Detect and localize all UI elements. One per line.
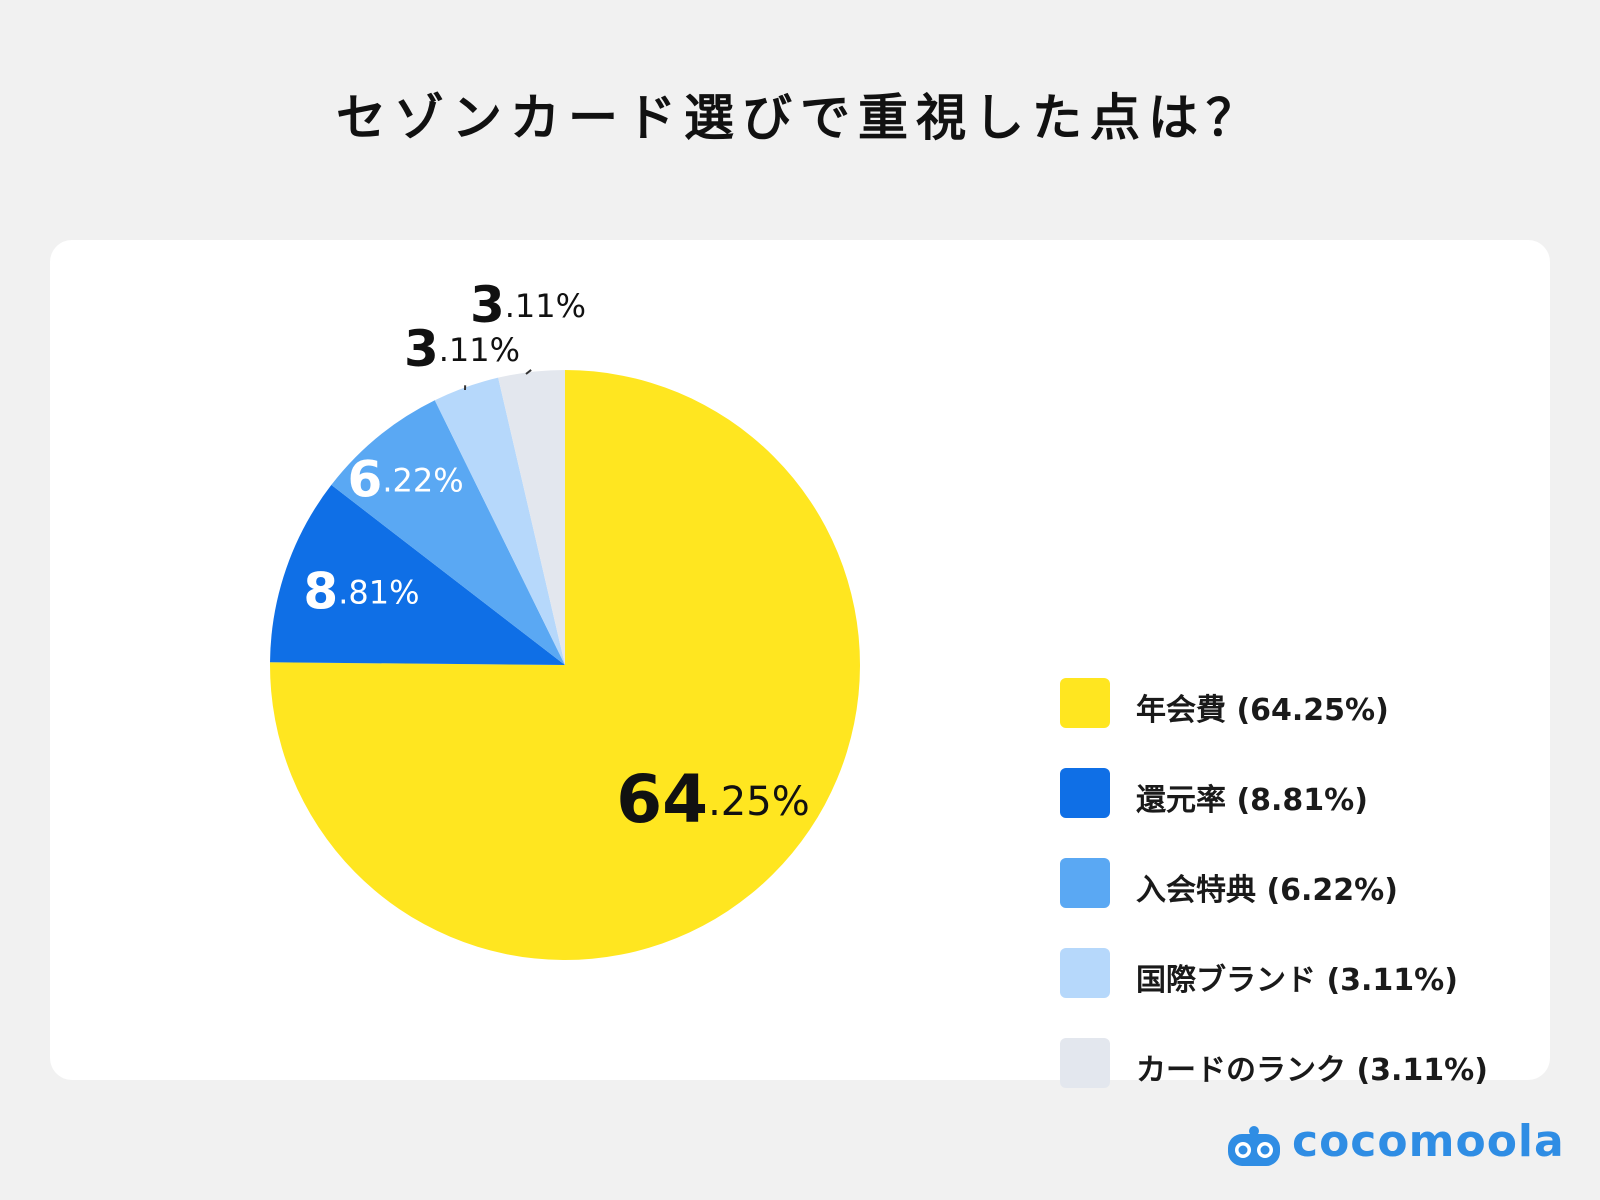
- chart-card: 64.25% 8.81% 6.22% 3.11% 3.11% 年会費 (64.25%) …: [50, 240, 1550, 1088]
- chart-title: セゾンカード選びで重視した点は？: [336, 89, 1264, 147]
- pie-chart: 64.25% 8.81% 6.22% 3.11%3.11%: [270, 276, 860, 961]
- leader-line: [525, 369, 532, 375]
- pie-slice-intl-brand: [434, 377, 565, 665]
- legend-swatch: [1060, 858, 1110, 908]
- legend-label: カードのランク (3.11%): [1136, 1053, 1488, 1088]
- data-label-card-rank: 3.11%: [470, 276, 586, 334]
- data-label-reward-rate: 8.81%: [303, 562, 419, 620]
- legend-label: 年会費 (64.25%): [1136, 693, 1389, 728]
- brand-logo: cocomoola: [1226, 1116, 1564, 1174]
- legend-swatch: [1060, 1038, 1110, 1088]
- data-label-signup-bonus: 6.22%: [348, 450, 464, 508]
- brand-name: cocomoola: [1292, 1116, 1565, 1167]
- data-label-intl-brand: 3.11%: [404, 320, 520, 378]
- pie-slice-signup-bonus: [331, 400, 565, 665]
- data-label-annual-fee: 64.25%: [616, 761, 809, 838]
- logo-icon: [1228, 1126, 1280, 1166]
- legend-swatch: [1060, 768, 1110, 818]
- legend-label: 入会特典 (6.22%): [1136, 873, 1398, 908]
- legend-label: 国際ブランド (3.11%): [1136, 963, 1458, 998]
- pie-slice-reward-rate: [270, 484, 565, 665]
- pie-slice-card-rank: [498, 370, 565, 665]
- legend-swatch: [1060, 678, 1110, 728]
- legend-swatch: [1060, 948, 1110, 998]
- legend-label: 還元率 (8.81%): [1136, 783, 1368, 818]
- pie-slice-annual-fee: [270, 370, 860, 961]
